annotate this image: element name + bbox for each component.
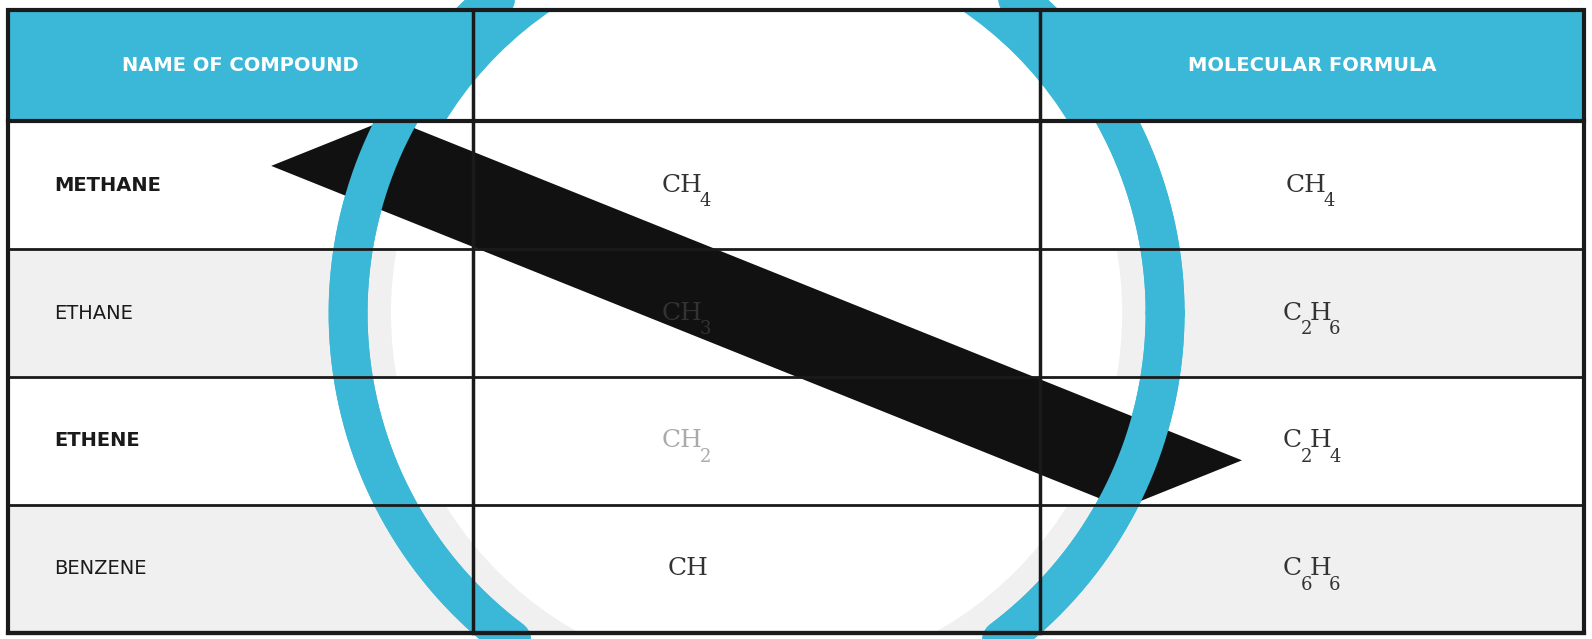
Text: CH: CH bbox=[662, 429, 704, 452]
Text: 2: 2 bbox=[1301, 448, 1312, 466]
Text: H: H bbox=[1310, 557, 1331, 580]
FancyBboxPatch shape bbox=[1040, 505, 1584, 633]
Ellipse shape bbox=[392, 0, 1122, 639]
Text: 6: 6 bbox=[1329, 320, 1340, 338]
FancyBboxPatch shape bbox=[8, 377, 473, 505]
FancyBboxPatch shape bbox=[473, 377, 1040, 505]
Text: H: H bbox=[1310, 302, 1331, 325]
Text: NAME OF COMPOUND: NAME OF COMPOUND bbox=[123, 56, 358, 75]
Text: C: C bbox=[1282, 429, 1301, 452]
FancyBboxPatch shape bbox=[8, 121, 473, 249]
Text: 4: 4 bbox=[1329, 448, 1340, 466]
Text: 3: 3 bbox=[699, 320, 712, 338]
Text: CH: CH bbox=[669, 557, 708, 580]
Text: CH: CH bbox=[1286, 174, 1326, 197]
Text: C: C bbox=[1282, 557, 1301, 580]
FancyBboxPatch shape bbox=[1040, 10, 1584, 121]
Text: C: C bbox=[1282, 302, 1301, 325]
Polygon shape bbox=[516, 220, 998, 534]
Text: H: H bbox=[1310, 429, 1331, 452]
FancyBboxPatch shape bbox=[473, 121, 1040, 249]
Text: MOLECULAR FORMULA: MOLECULAR FORMULA bbox=[1188, 56, 1436, 75]
FancyBboxPatch shape bbox=[1040, 377, 1584, 505]
FancyBboxPatch shape bbox=[473, 10, 1040, 121]
FancyBboxPatch shape bbox=[473, 505, 1040, 633]
Text: 2: 2 bbox=[1301, 320, 1312, 338]
Text: 2: 2 bbox=[699, 448, 712, 466]
Text: METHANE: METHANE bbox=[54, 176, 161, 195]
Text: ETHANE: ETHANE bbox=[54, 304, 134, 323]
FancyBboxPatch shape bbox=[473, 249, 1040, 377]
Text: BENZENE: BENZENE bbox=[54, 559, 146, 578]
FancyBboxPatch shape bbox=[8, 10, 473, 121]
FancyBboxPatch shape bbox=[8, 249, 473, 377]
Text: CH: CH bbox=[662, 302, 704, 325]
Text: ETHENE: ETHENE bbox=[54, 431, 140, 450]
FancyBboxPatch shape bbox=[1040, 249, 1584, 377]
Text: 4: 4 bbox=[1323, 192, 1334, 210]
Text: 4: 4 bbox=[699, 192, 712, 210]
Polygon shape bbox=[271, 118, 1242, 508]
Text: 6: 6 bbox=[1301, 576, 1312, 594]
FancyBboxPatch shape bbox=[8, 505, 473, 633]
Text: CH: CH bbox=[662, 174, 704, 197]
Text: 6: 6 bbox=[1329, 576, 1340, 594]
FancyBboxPatch shape bbox=[1040, 121, 1584, 249]
Text: EMPIRICAL FORMULA: EMPIRICAL FORMULA bbox=[640, 56, 872, 75]
